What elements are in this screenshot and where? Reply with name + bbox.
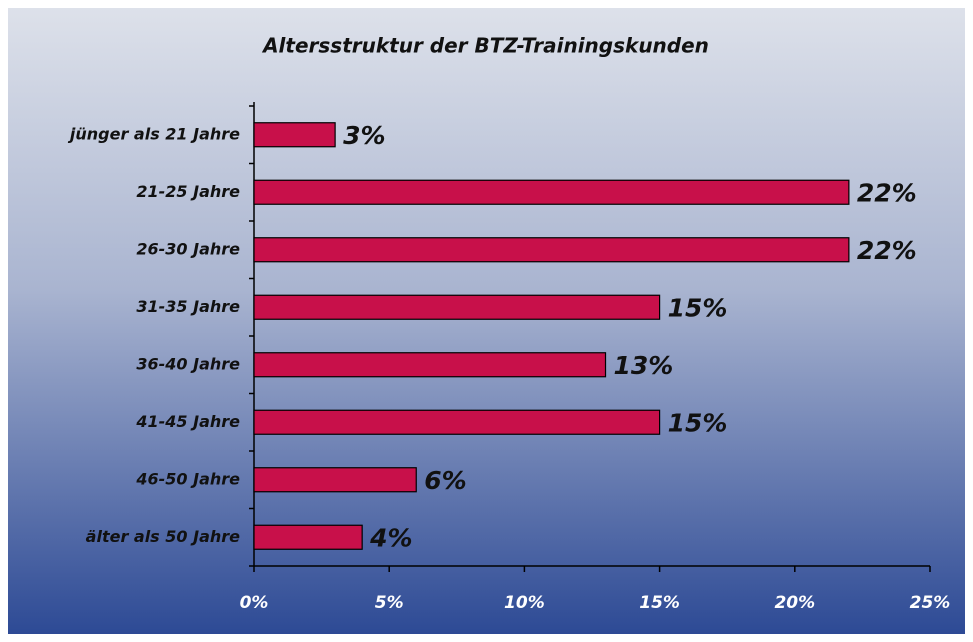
value-label: 22%	[857, 178, 917, 207]
value-label: 15%	[668, 293, 728, 322]
bar	[253, 352, 607, 378]
x-tick-label: 20%	[774, 593, 815, 613]
chart-title: Altersstruktur der BTZ-Trainingskunden	[261, 34, 709, 58]
bar	[253, 237, 850, 263]
value-label: 3%	[343, 121, 385, 150]
bar	[253, 524, 363, 550]
x-tick-label: 15%	[639, 593, 680, 613]
x-tick-label: 5%	[375, 593, 404, 613]
y-tick-label: 26-30 Jahre	[136, 239, 240, 258]
value-label: 13%	[614, 351, 674, 380]
value-label: 15%	[668, 408, 728, 437]
y-tick-label: 41-45 Jahre	[135, 412, 240, 431]
bar	[253, 294, 661, 320]
bar	[253, 467, 417, 493]
y-tick-label: 46-50 Jahre	[135, 469, 240, 488]
bar	[253, 122, 336, 148]
value-label: 6%	[424, 466, 466, 495]
bar	[253, 179, 850, 205]
y-tick-label: älter als 50 Jahre	[86, 527, 240, 546]
y-tick-label: jünger als 21 Jahre	[67, 124, 240, 143]
y-tick-label: 31-35 Jahre	[136, 297, 240, 316]
bar	[253, 409, 661, 435]
x-tick-label: 25%	[910, 593, 951, 613]
value-label: 22%	[857, 236, 917, 265]
x-tick-label: 0%	[240, 593, 269, 613]
y-tick-label: 36-40 Jahre	[136, 354, 240, 373]
value-label: 4%	[369, 523, 412, 552]
background	[8, 8, 965, 634]
x-tick-label: 10%	[504, 593, 545, 613]
y-tick-label: 21-25 Jahre	[136, 182, 240, 201]
